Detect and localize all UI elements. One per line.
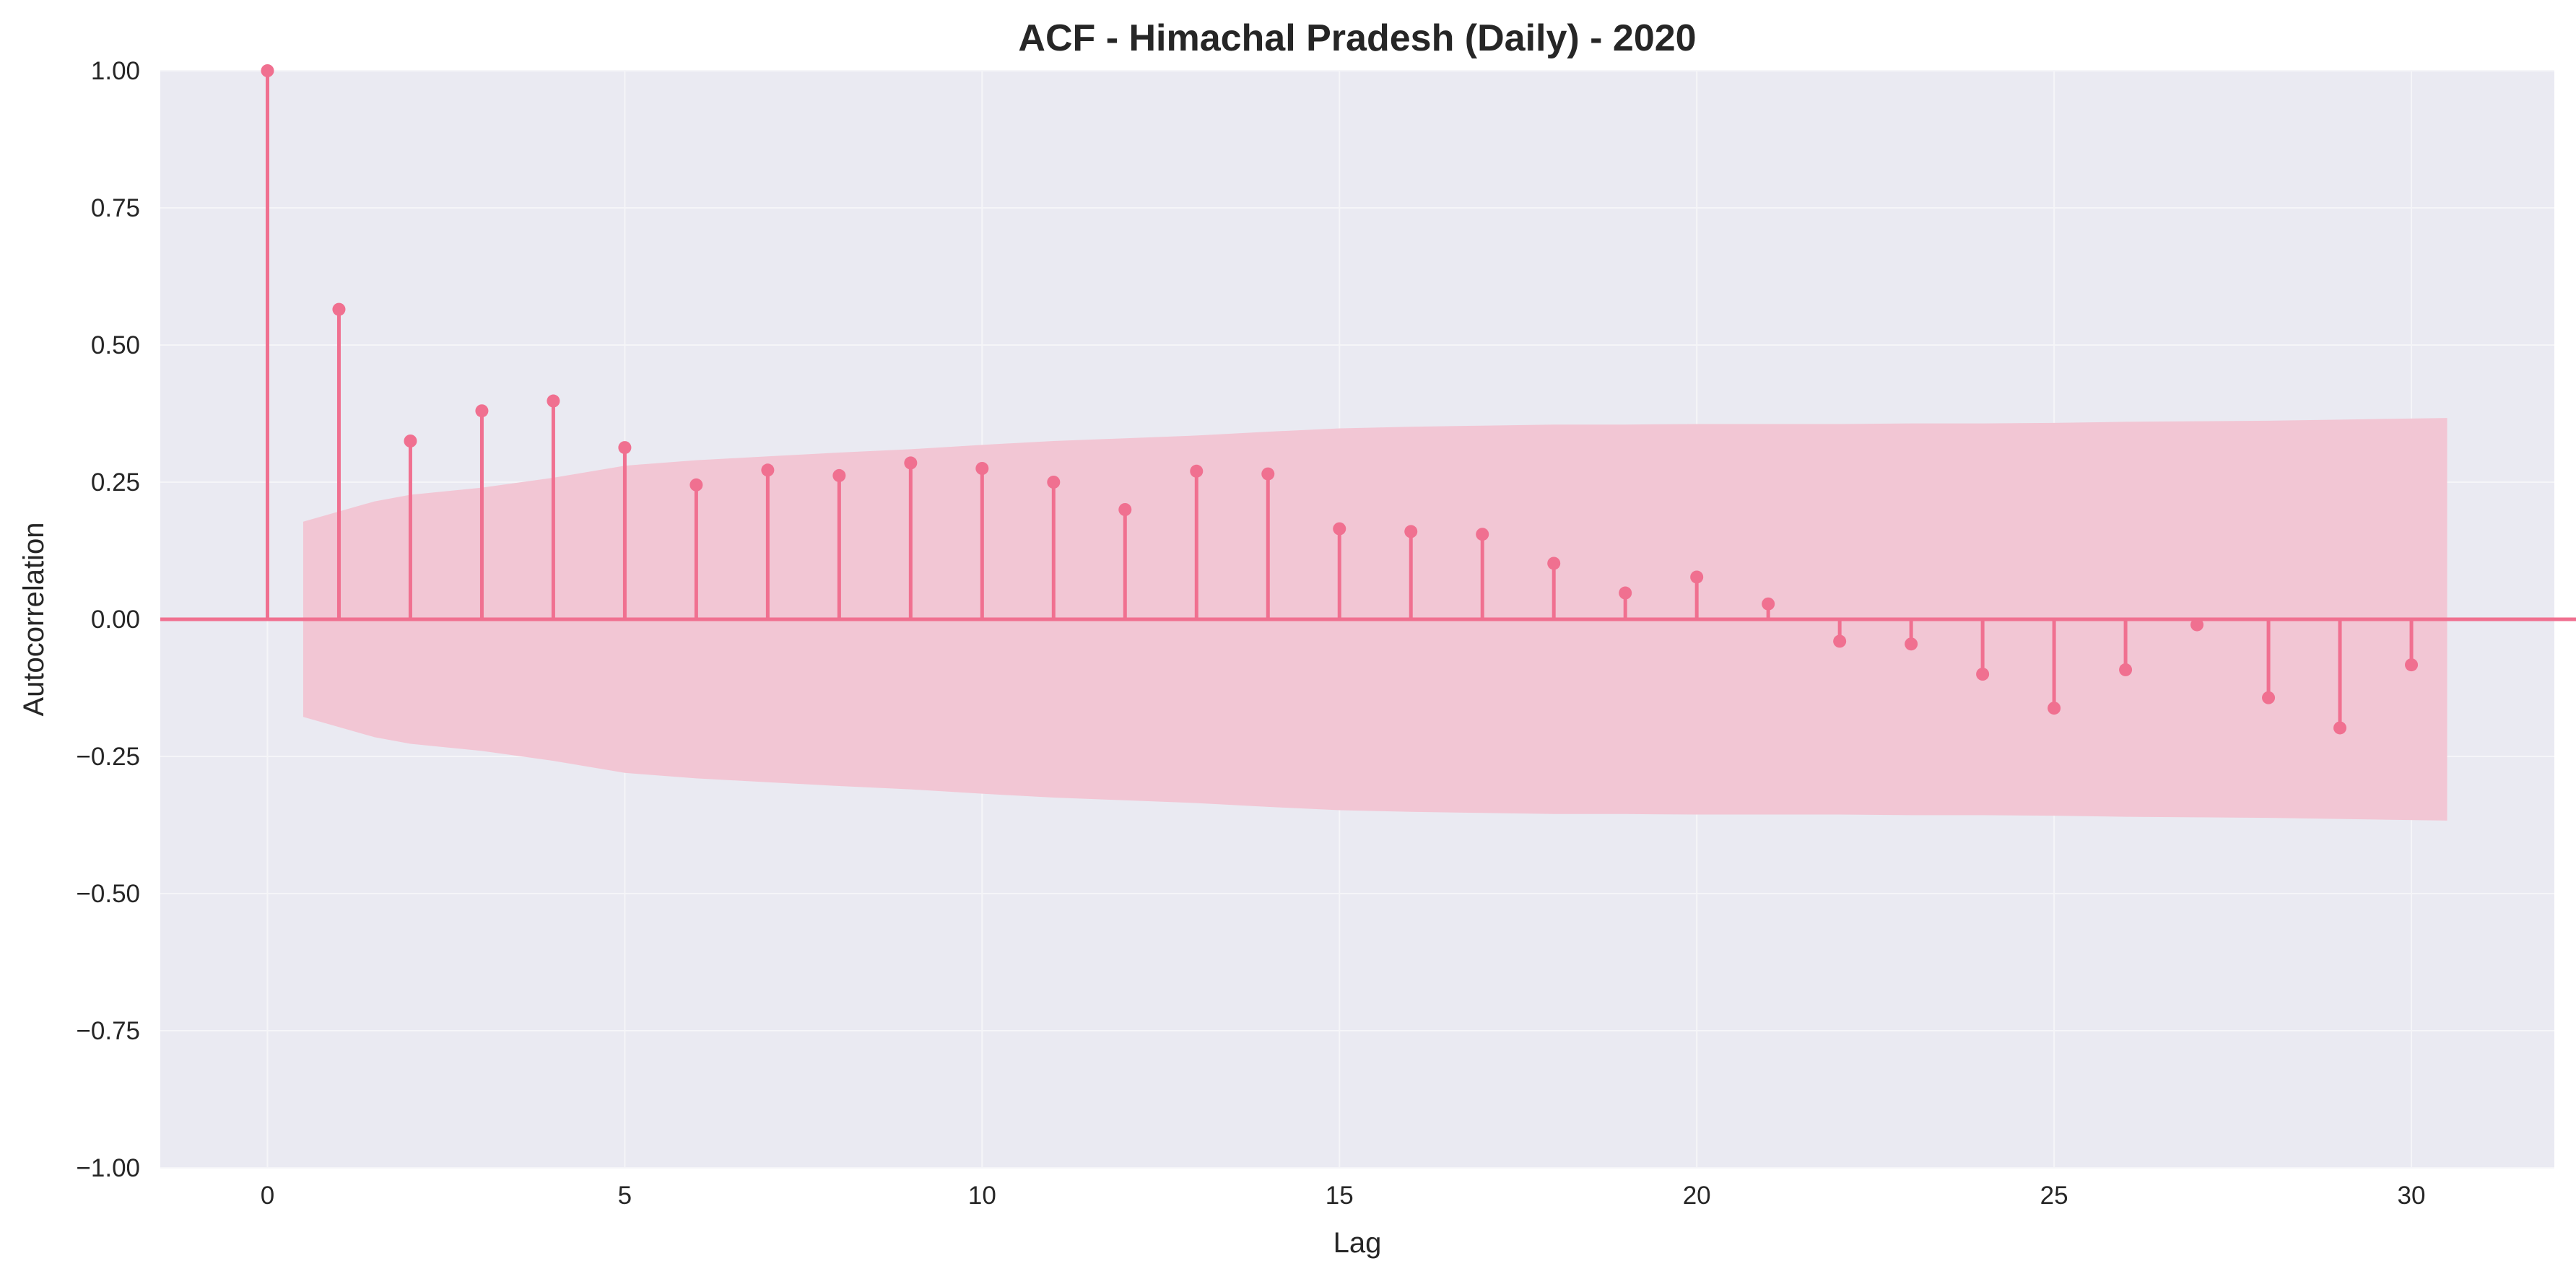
y-tick-label: −0.25	[76, 743, 140, 771]
marker-lag-8	[832, 468, 846, 482]
marker-lag-18	[1547, 556, 1561, 570]
marker-lag-26	[2119, 663, 2133, 676]
marker-lag-0	[261, 64, 274, 77]
chart-title: ACF - Himachal Pradesh (Daily) - 2020	[1018, 17, 1696, 59]
marker-lag-2	[404, 435, 417, 448]
y-tick-label: −0.50	[76, 880, 140, 908]
y-axis-label: Autocorrelation	[18, 522, 50, 716]
stem-series	[265, 71, 2414, 728]
marker-lag-1	[332, 302, 346, 316]
marker-lag-17	[1476, 528, 1489, 541]
marker-lag-16	[1404, 525, 1418, 538]
y-tick-label: 0.50	[91, 331, 140, 359]
marker-lag-5	[618, 441, 632, 455]
marker-lag-29	[2333, 721, 2347, 735]
marker-lag-4	[547, 394, 560, 408]
y-tick-label: 0.25	[91, 468, 140, 497]
marker-lag-13	[1190, 464, 1204, 478]
marker-lag-19	[1619, 586, 1632, 600]
y-tick-label: 1.00	[91, 57, 140, 85]
y-tick-label: −1.00	[76, 1154, 140, 1182]
x-tick-label: 25	[2040, 1182, 2068, 1210]
marker-lag-10	[975, 462, 989, 475]
x-tick-label: 0	[261, 1182, 274, 1210]
marker-lag-25	[2048, 702, 2061, 715]
x-tick-label: 20	[1683, 1182, 1711, 1210]
marker-lag-11	[1047, 476, 1061, 489]
x-tick-label: 30	[2398, 1182, 2426, 1210]
marker-lag-23	[1905, 637, 1918, 651]
x-tick-label: 5	[618, 1182, 632, 1210]
marker-lag-7	[761, 463, 775, 477]
marker-lag-21	[1762, 597, 1775, 611]
marker-lag-30	[2405, 658, 2419, 672]
x-axis-label: Lag	[1333, 1227, 1382, 1259]
marker-lag-6	[689, 478, 703, 492]
x-tick-label: 15	[1326, 1182, 1354, 1210]
marker-lag-24	[1976, 668, 1990, 681]
stem-markers	[261, 64, 2419, 735]
marker-lag-12	[1118, 503, 1132, 516]
marker-lag-9	[904, 456, 918, 470]
y-tick-labels: −1.00 −0.75 −0.50 −0.25 0.00 0.25 0.50 0.75 1.00	[76, 57, 140, 1182]
marker-lag-14	[1261, 467, 1275, 481]
marker-lag-27	[2190, 618, 2204, 632]
y-tick-label: 0.00	[91, 606, 140, 634]
marker-lag-28	[2262, 691, 2276, 704]
marker-lag-20	[1690, 570, 1704, 584]
y-tick-label: −0.75	[76, 1017, 140, 1045]
y-tick-label: 0.75	[91, 194, 140, 222]
marker-lag-15	[1333, 522, 1346, 536]
marker-lag-3	[475, 404, 489, 418]
x-tick-labels: 0 5 10 15 20 25 30	[261, 1182, 2426, 1210]
x-tick-label: 10	[968, 1182, 996, 1210]
marker-lag-22	[1833, 634, 1847, 648]
